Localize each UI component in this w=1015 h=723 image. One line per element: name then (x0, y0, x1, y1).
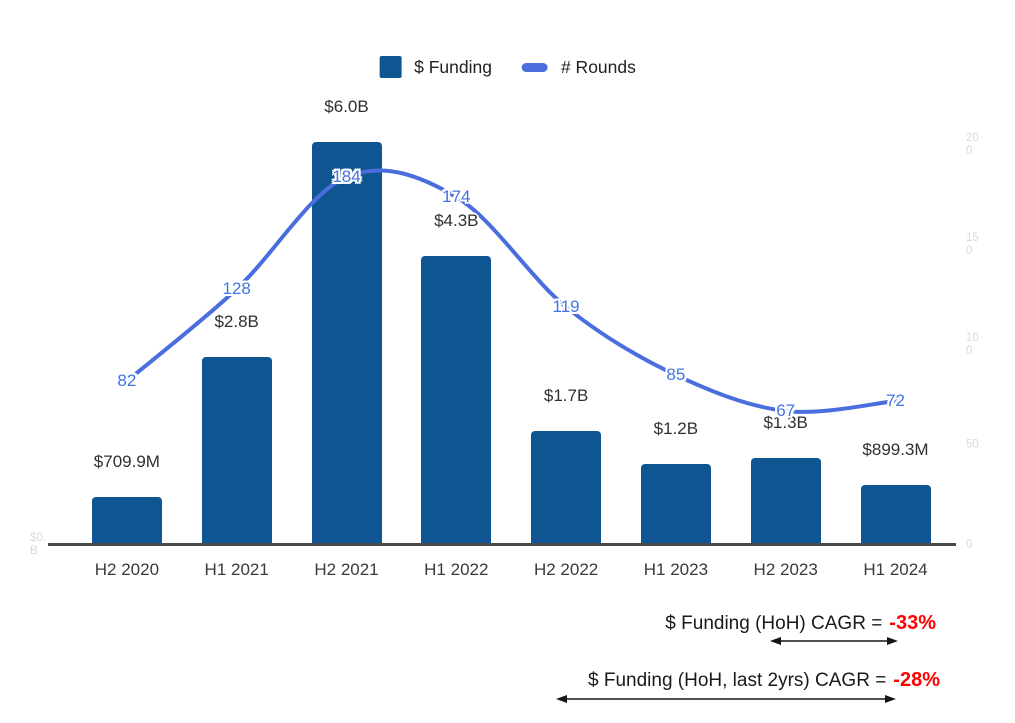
bar-h1-2022 (421, 256, 492, 545)
funding-legend-swatch-icon (379, 56, 402, 78)
cagr-hoh-label: $ Funding (HoH) CAGR = (665, 613, 883, 634)
left-axis-tick-label: $0. B (30, 532, 46, 557)
bar-h1-2021 (201, 357, 272, 545)
bar-h2-2022 (531, 431, 602, 545)
bar-h2-2021 (311, 142, 382, 545)
right-axis-tick-label: 10 0 (966, 332, 979, 357)
cagr-hoh-range-arrow-icon (770, 637, 898, 645)
x-axis-line (48, 543, 956, 546)
bar-h2-2023 (750, 458, 821, 545)
rounds-legend-dash-icon (521, 62, 548, 72)
cagr-hoh-2yrs-range-arrow-icon (556, 695, 896, 703)
right-axis-tick-label: 0 (966, 538, 973, 551)
bar-h1-2023 (640, 464, 711, 545)
cagr-hoh-2yrs-label: $ Funding (HoH, last 2yrs) CAGR = (588, 670, 887, 691)
funding-legend-label: $ Funding (414, 56, 492, 77)
chart-legend: $ Funding # Rounds (379, 56, 636, 78)
right-axis-tick-label: 20 0 (966, 132, 979, 157)
cagr-hoh-2yrs-value: -28% (893, 669, 940, 691)
cagr-hoh-value: -33% (889, 612, 936, 634)
rounds-legend-label: # Rounds (560, 56, 636, 77)
right-axis-tick-label: 50 (966, 438, 979, 451)
cagr-hoh-annotation: $ Funding (HoH) CAGR = -33% (665, 612, 936, 635)
bar-h2-2020 (91, 497, 162, 545)
bar-h1-2024 (860, 485, 931, 545)
cagr-hoh-2yrs-annotation: $ Funding (HoH, last 2yrs) CAGR = -28% (588, 669, 940, 692)
right-axis-tick-label: 15 0 (966, 232, 979, 257)
